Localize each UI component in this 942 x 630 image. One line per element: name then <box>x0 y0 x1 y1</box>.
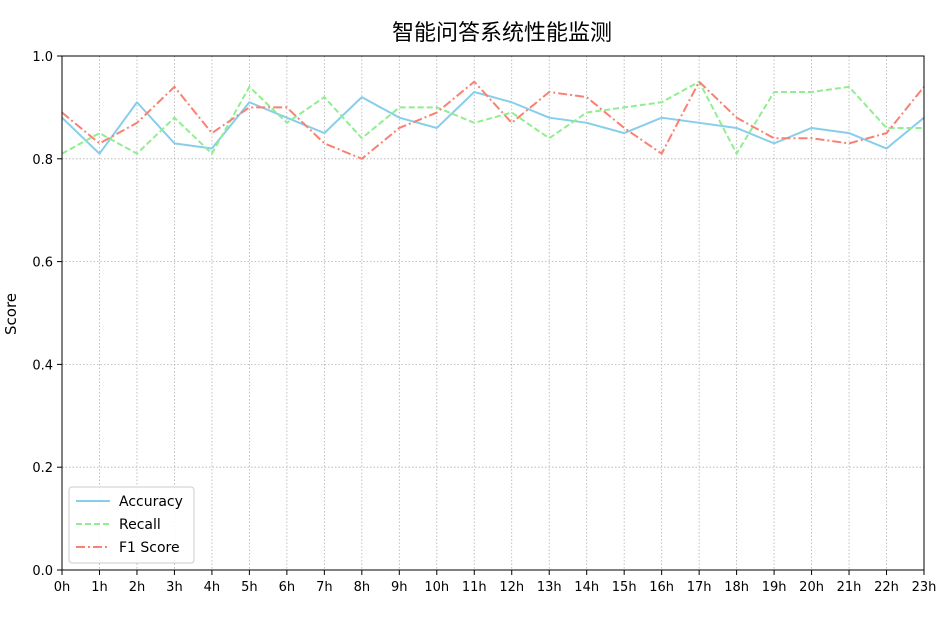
plot-frame <box>61 55 925 571</box>
axis-ticks: 0h 1h 2h 3h 4h 5h 6h 7h 8h 9h 10h 11h 12h 13h 14h 15h 16… <box>32 50 936 595</box>
x-tick-label: 19h <box>762 580 787 595</box>
legend-label: Accuracy <box>119 494 183 510</box>
legend-box <box>68 486 195 564</box>
y-tick-label: 0.8 <box>32 153 53 168</box>
x-tick-label: 13h <box>537 580 562 595</box>
x-tick-label: 20h <box>799 580 824 595</box>
x-tick-label: 9h <box>391 580 408 595</box>
x-tick-label: 0h <box>54 580 71 595</box>
x-tick-label: 14h <box>574 580 599 595</box>
legend: Accuracy Recall F1 Score <box>68 486 195 564</box>
series-lines <box>61 80 925 160</box>
y-tick-label: 0.2 <box>32 461 53 476</box>
x-tick-label: 3h <box>166 580 183 595</box>
legend-label: Recall <box>119 517 161 533</box>
series-line-accuracy <box>61 90 925 155</box>
x-tick-label: 17h <box>687 580 712 595</box>
y-axis-label: Score <box>2 293 20 335</box>
y-tick-label: 1.0 <box>32 50 53 65</box>
x-tick-label: 23h <box>912 580 937 595</box>
y-tick-label: 0.0 <box>32 564 53 579</box>
x-tick-label: 15h <box>612 580 637 595</box>
x-tick-label: 10h <box>424 580 449 595</box>
series-line-f1-score <box>61 80 925 160</box>
x-tick-label: 7h <box>316 580 333 595</box>
x-tick-label: 6h <box>279 580 296 595</box>
x-tick-label: 18h <box>724 580 749 595</box>
x-tick-label: 4h <box>204 580 221 595</box>
series-line-recall <box>61 80 924 155</box>
x-tick-label: 8h <box>354 580 371 595</box>
legend-label: F1 Score <box>119 540 180 556</box>
x-tick-label: 5h <box>241 580 258 595</box>
x-tick-label: 12h <box>499 580 524 595</box>
x-tick-label: 1h <box>91 580 108 595</box>
x-tick-label: 21h <box>837 580 862 595</box>
x-tick-label: 11h <box>462 580 487 595</box>
x-tick-label: 16h <box>649 580 674 595</box>
chart-title: 智能问答系统性能监测 <box>392 21 612 46</box>
y-tick-label: 0.4 <box>32 358 53 373</box>
x-tick-label: 2h <box>129 580 146 595</box>
y-tick-label: 0.6 <box>32 256 53 271</box>
x-tick-label: 22h <box>874 580 899 595</box>
